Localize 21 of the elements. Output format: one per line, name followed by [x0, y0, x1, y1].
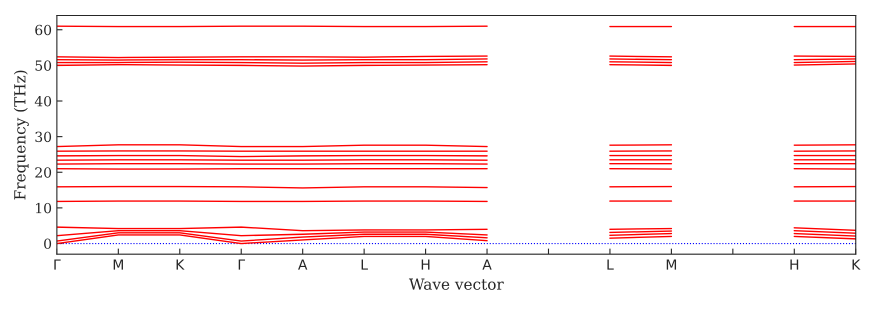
- x-tick-label: M: [114, 259, 123, 270]
- y-tick-label: 0: [44, 238, 52, 249]
- x-tick-label: K: [176, 259, 185, 270]
- y-tick-label: 60: [35, 24, 52, 36]
- x-tick-label: L: [607, 259, 614, 270]
- y-tick-label: 50: [36, 60, 52, 71]
- x-tick-label: Γ: [238, 259, 246, 270]
- y-tick-label: 10: [36, 202, 52, 214]
- x-tick-label: H: [790, 259, 798, 270]
- x-axis-title: Wave vector: [408, 278, 504, 290]
- x-tick-label: Γ: [54, 259, 61, 270]
- x-tick-label: A: [298, 259, 308, 270]
- x-tick-label: H: [422, 259, 430, 270]
- x-tick-label: M: [666, 259, 676, 270]
- y-tick-label: 30: [35, 132, 52, 142]
- y-tick-label: 20: [35, 167, 52, 178]
- y-tick-label: 40: [34, 96, 52, 106]
- x-tick-label: K: [852, 259, 861, 270]
- y-axis-title: Frequency (THz): [14, 70, 29, 200]
- x-tick-label: A: [482, 259, 492, 270]
- x-tick-label: L: [362, 259, 368, 270]
